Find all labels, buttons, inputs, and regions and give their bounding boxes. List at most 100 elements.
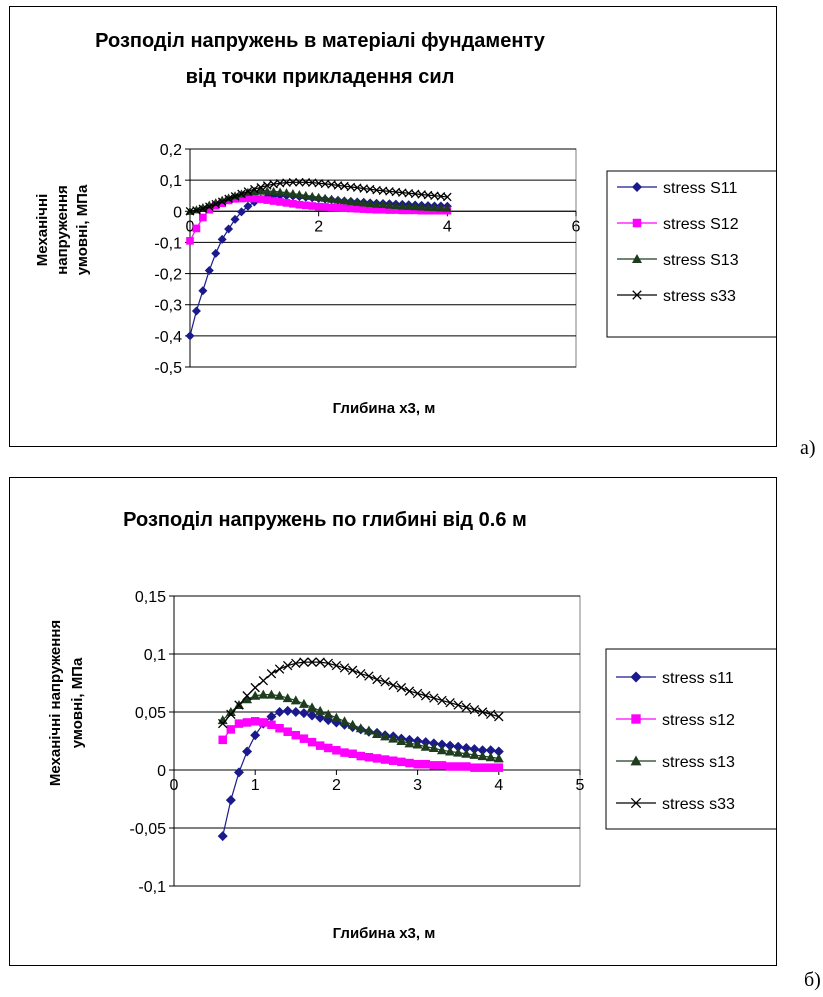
chart-a-point <box>307 191 317 200</box>
chart-a-point <box>404 206 413 215</box>
chart-b-point <box>493 753 504 763</box>
chart-a-legend-box <box>606 170 776 338</box>
chart-a-point <box>333 195 343 204</box>
chart-b-point <box>356 751 366 761</box>
chart-b-point <box>461 748 472 758</box>
chart-b-point <box>445 746 456 756</box>
chart-b-point <box>453 741 464 752</box>
chart-b-point <box>340 748 349 757</box>
chart-b-point <box>299 734 309 743</box>
chart-b-point <box>388 756 398 765</box>
chart-b-point <box>421 691 431 701</box>
chart-a-ytick-label: 0,1 <box>160 173 182 190</box>
chart-b-point <box>315 712 326 723</box>
chart-b-legend-label: stress s33 <box>662 796 735 813</box>
chart-b-point <box>266 711 277 722</box>
chart-b-point <box>380 677 390 687</box>
chart-b-point <box>347 719 358 729</box>
chart-a-point <box>244 194 252 203</box>
chart-b-point <box>315 705 326 715</box>
chart-a-point <box>320 193 330 202</box>
chart-a-point <box>282 199 291 207</box>
chart-b-xlabel: Глибина x3, м <box>333 925 436 942</box>
chart-a-point <box>379 205 387 214</box>
chart-b-point <box>266 669 277 679</box>
chart-a-point <box>334 204 342 212</box>
chart-b-point <box>225 707 236 716</box>
chart-b-point <box>485 752 496 762</box>
chart-b-point <box>364 671 374 681</box>
chart-b-point <box>436 745 447 755</box>
chart-a-point <box>217 197 227 206</box>
chart-a-point <box>429 203 439 212</box>
chart-a-point <box>443 192 452 202</box>
chart-b-point <box>428 742 439 752</box>
chart-a-point <box>384 200 394 209</box>
chart-b-point <box>323 658 333 668</box>
chart-b-point <box>347 665 358 675</box>
chart-a-legend-label: stress S12 <box>663 216 739 233</box>
chart-a-point <box>276 198 284 206</box>
chart-a-point <box>321 203 329 211</box>
chart-b-point <box>470 763 479 772</box>
chart-a-point <box>230 214 240 224</box>
chart-b-point <box>307 657 317 667</box>
chart-a-legend-marker <box>632 218 642 228</box>
chart-a-point <box>237 194 246 203</box>
chart-a-point <box>198 204 208 214</box>
chart-a-point <box>243 187 253 196</box>
chart-b-xtick-label: 3 <box>413 777 422 794</box>
chart-a-point <box>262 181 272 190</box>
chart-a-legend: stress S11 stress S12 stress S13 stress s33 <box>617 180 739 305</box>
chart-a-point <box>205 205 214 214</box>
chart-a-legend-marker <box>632 290 642 300</box>
chart-b-point <box>348 749 357 759</box>
chart-b-point <box>234 700 244 710</box>
chart-a-point <box>204 200 214 209</box>
chart-b-point <box>388 680 398 691</box>
chart-a-point <box>346 197 356 206</box>
chart-a-point <box>327 194 337 203</box>
chart-b-point <box>298 708 309 719</box>
chart-b-point <box>291 730 301 740</box>
chart-b-xtick-label: 5 <box>576 777 585 794</box>
chart-b-point <box>226 725 236 734</box>
chart-b-point <box>355 723 366 733</box>
chart-a-point <box>211 199 221 209</box>
chart-b-point <box>461 702 472 713</box>
chart-a-point <box>191 205 201 214</box>
chart-a-point <box>398 206 407 215</box>
chart-b-point <box>493 746 504 757</box>
chart-a-point <box>295 200 304 209</box>
chart-a-point <box>282 178 291 187</box>
chart-b-point <box>413 759 422 769</box>
chart-a-svg: Розподіл напружень в матеріалі фундамент… <box>34 30 776 417</box>
chart-b-point <box>218 718 228 729</box>
chart-b-point <box>242 718 252 727</box>
chart-b-point <box>421 759 430 769</box>
chart-b-point <box>397 757 406 767</box>
chart-a-point <box>372 205 381 214</box>
chart-b-point <box>437 761 447 770</box>
chart-a-point <box>410 202 420 211</box>
chart-b-point <box>274 690 285 700</box>
chart-a-point <box>436 203 446 212</box>
chart-b-ytick-label: -0,1 <box>138 879 166 896</box>
chart-a-legend-label: stress s33 <box>663 288 736 305</box>
chart-b-point <box>429 693 439 703</box>
chart-a-legend-marker <box>632 254 642 263</box>
chart-b-point <box>412 739 423 749</box>
chart-a-ytick-label: -0,5 <box>154 360 182 377</box>
chart-b-point <box>258 675 269 686</box>
chart-b-point <box>250 730 261 741</box>
chart-a-point <box>282 188 291 197</box>
chart-a-point <box>372 199 382 208</box>
chart-a-point <box>442 203 452 212</box>
chart-b-ylabel-line-1: Механічні напруження <box>47 620 64 786</box>
chart-a-point <box>352 197 362 206</box>
chart-b-point <box>275 723 284 733</box>
chart-b-point <box>332 746 341 755</box>
chart-b-ytick-label: -0,05 <box>130 821 167 838</box>
chart-b-point <box>307 702 318 712</box>
chart-a-point <box>366 205 374 214</box>
